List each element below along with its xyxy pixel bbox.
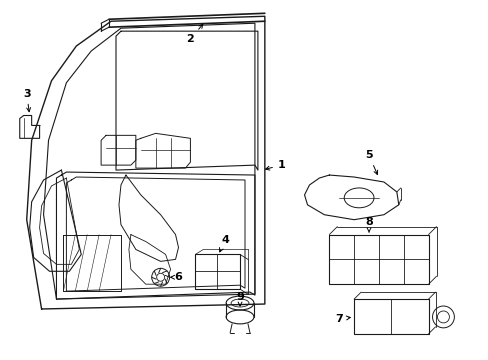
- Text: 7: 7: [335, 314, 349, 324]
- Text: 9: 9: [236, 292, 244, 306]
- Text: 5: 5: [365, 150, 377, 175]
- Text: 4: 4: [219, 234, 228, 252]
- Text: 1: 1: [265, 160, 285, 170]
- Text: 8: 8: [365, 217, 372, 232]
- Text: 3: 3: [23, 89, 30, 112]
- Text: 2: 2: [186, 24, 203, 44]
- Text: 6: 6: [170, 272, 182, 282]
